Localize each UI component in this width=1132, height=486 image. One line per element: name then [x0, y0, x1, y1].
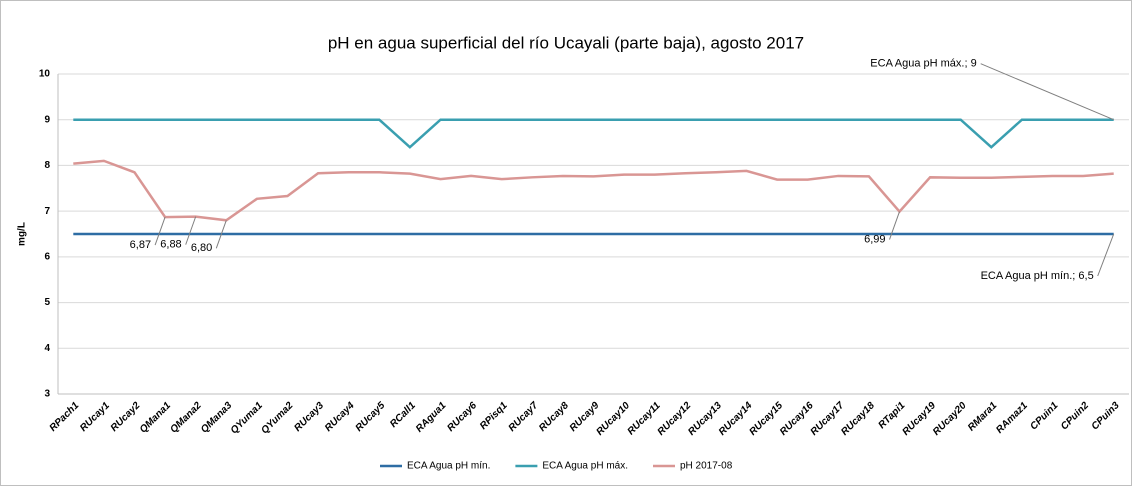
data-label: 6,80	[191, 242, 212, 254]
data-label: ECA Agua pH máx.; 9	[870, 58, 976, 70]
y-axis-label: mg/L	[17, 222, 28, 246]
label-leader	[889, 211, 900, 240]
data-label: 6,87	[130, 239, 151, 251]
label-leader	[215, 220, 227, 249]
series-line	[73, 159, 1114, 222]
y-tick-label: 8	[44, 160, 50, 171]
label-leader	[1097, 233, 1115, 277]
series-line	[73, 118, 1114, 149]
legend-label: ECA Agua pH máx.	[542, 461, 628, 472]
y-tick-label: 5	[44, 297, 50, 308]
data-label: 6,88	[160, 239, 181, 251]
y-tick-label: 7	[44, 206, 50, 217]
label-leader	[185, 216, 197, 245]
label-leader	[154, 216, 166, 246]
y-tick-label: 4	[44, 343, 50, 354]
chart-title: pH en agua superficial del río Ucayali (…	[328, 33, 804, 52]
y-tick-label: 10	[39, 69, 51, 80]
data-label: 6,99	[864, 234, 885, 246]
legend-label: ECA Agua pH mín.	[407, 461, 490, 472]
label-leader	[980, 63, 1114, 121]
legend-label: pH 2017-08	[680, 461, 733, 472]
y-tick-label: 9	[44, 114, 50, 125]
y-tick-label: 6	[44, 251, 50, 262]
y-tick-label: 3	[44, 389, 50, 400]
data-label: ECA Agua pH mín.; 6,5	[981, 270, 1094, 282]
